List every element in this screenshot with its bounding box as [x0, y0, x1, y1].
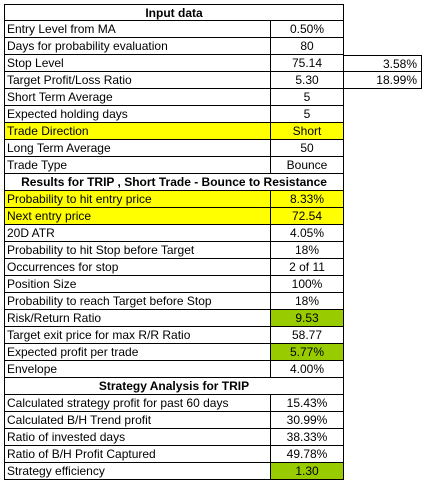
strategy-value[interactable]: 38.33%	[270, 429, 344, 446]
result-label[interactable]: Probability to hit Stop before Target	[4, 242, 270, 259]
strategy-label[interactable]: Calculated B/H Trend profit	[4, 412, 270, 429]
input-value[interactable]: 0.50%	[270, 21, 344, 38]
input-label[interactable]: Trade Direction	[4, 123, 270, 140]
strategy-value[interactable]: 30.99%	[270, 412, 344, 429]
result-value[interactable]: 8.33%	[270, 191, 344, 208]
input-label[interactable]: Days for probability evaluation	[4, 38, 270, 55]
result-value[interactable]: 18%	[270, 293, 344, 310]
strategy-label[interactable]: Calculated strategy profit for past 60 d…	[4, 395, 270, 412]
results-header[interactable]: Results for TRIP , Short Trade - Bounce …	[4, 174, 344, 191]
strategy-header-row: Strategy Analysis for TRIP	[4, 378, 418, 395]
result-value[interactable]: 100%	[270, 276, 344, 293]
result-label[interactable]: Occurrences for stop	[4, 259, 270, 276]
strategy-value[interactable]: 49.78%	[270, 446, 344, 463]
input-label[interactable]: Stop Level	[4, 55, 270, 72]
input-value[interactable]: 50	[270, 140, 344, 157]
strategy-label[interactable]: Ratio of invested days	[4, 429, 270, 446]
input-header-row: Input data	[4, 4, 418, 21]
result-label[interactable]: Target exit price for max R/R Ratio	[4, 327, 270, 344]
result-label[interactable]: Next entry price	[4, 208, 270, 225]
input-value[interactable]: 80	[270, 38, 344, 55]
input-value[interactable]: 5	[270, 89, 344, 106]
result-value[interactable]: 18%	[270, 242, 344, 259]
strategy-header[interactable]: Strategy Analysis for TRIP	[4, 378, 344, 395]
input-label[interactable]: Target Profit/Loss Ratio	[4, 72, 270, 89]
input-label[interactable]: Trade Type	[4, 157, 270, 174]
result-label[interactable]: Envelope	[4, 361, 270, 378]
input-value[interactable]: 5.30	[270, 72, 344, 89]
result-value[interactable]: 72.54	[270, 208, 344, 225]
strategy-label[interactable]: Ratio of B/H Profit Captured	[4, 446, 270, 463]
result-label[interactable]: Probability to hit entry price	[4, 191, 270, 208]
input-value[interactable]: 5	[270, 106, 344, 123]
result-label[interactable]: Probability to reach Target before Stop	[4, 293, 270, 310]
result-label[interactable]: Expected profit per trade	[4, 344, 270, 361]
target-percent-value[interactable]: 18.99%	[344, 72, 422, 89]
input-label[interactable]: Short Term Average	[4, 89, 270, 106]
result-value[interactable]: 9.53	[270, 310, 344, 327]
strategy-label[interactable]: Strategy efficiency	[4, 463, 270, 480]
stop-percent-value[interactable]: 3.58%	[344, 55, 422, 72]
input-label[interactable]: Expected holding days	[4, 106, 270, 123]
results-header-row: Results for TRIP , Short Trade - Bounce …	[4, 174, 418, 191]
input-label[interactable]: Long Term Average	[4, 140, 270, 157]
strategy-value[interactable]: 1.30	[270, 463, 344, 480]
result-value[interactable]: 4.05%	[270, 225, 344, 242]
result-label[interactable]: Risk/Return Ratio	[4, 310, 270, 327]
result-value[interactable]: 4.00%	[270, 361, 344, 378]
input-value[interactable]: Bounce	[270, 157, 344, 174]
result-label[interactable]: 20D ATR	[4, 225, 270, 242]
input-value[interactable]: 75.14	[270, 55, 344, 72]
result-label[interactable]: Position Size	[4, 276, 270, 293]
result-value[interactable]: 58.77	[270, 327, 344, 344]
input-label[interactable]: Entry Level from MA	[4, 21, 270, 38]
result-value[interactable]: 5.77%	[270, 344, 344, 361]
strategy-value[interactable]: 15.43%	[270, 395, 344, 412]
input-value[interactable]: Short	[270, 123, 344, 140]
result-value[interactable]: 2 of 11	[270, 259, 344, 276]
input-header[interactable]: Input data	[4, 4, 344, 21]
input-row: Target Profit/Loss Ratio 5.30 18.99%	[4, 72, 422, 89]
input-row: Stop Level 75.14 3.58%	[4, 55, 422, 72]
